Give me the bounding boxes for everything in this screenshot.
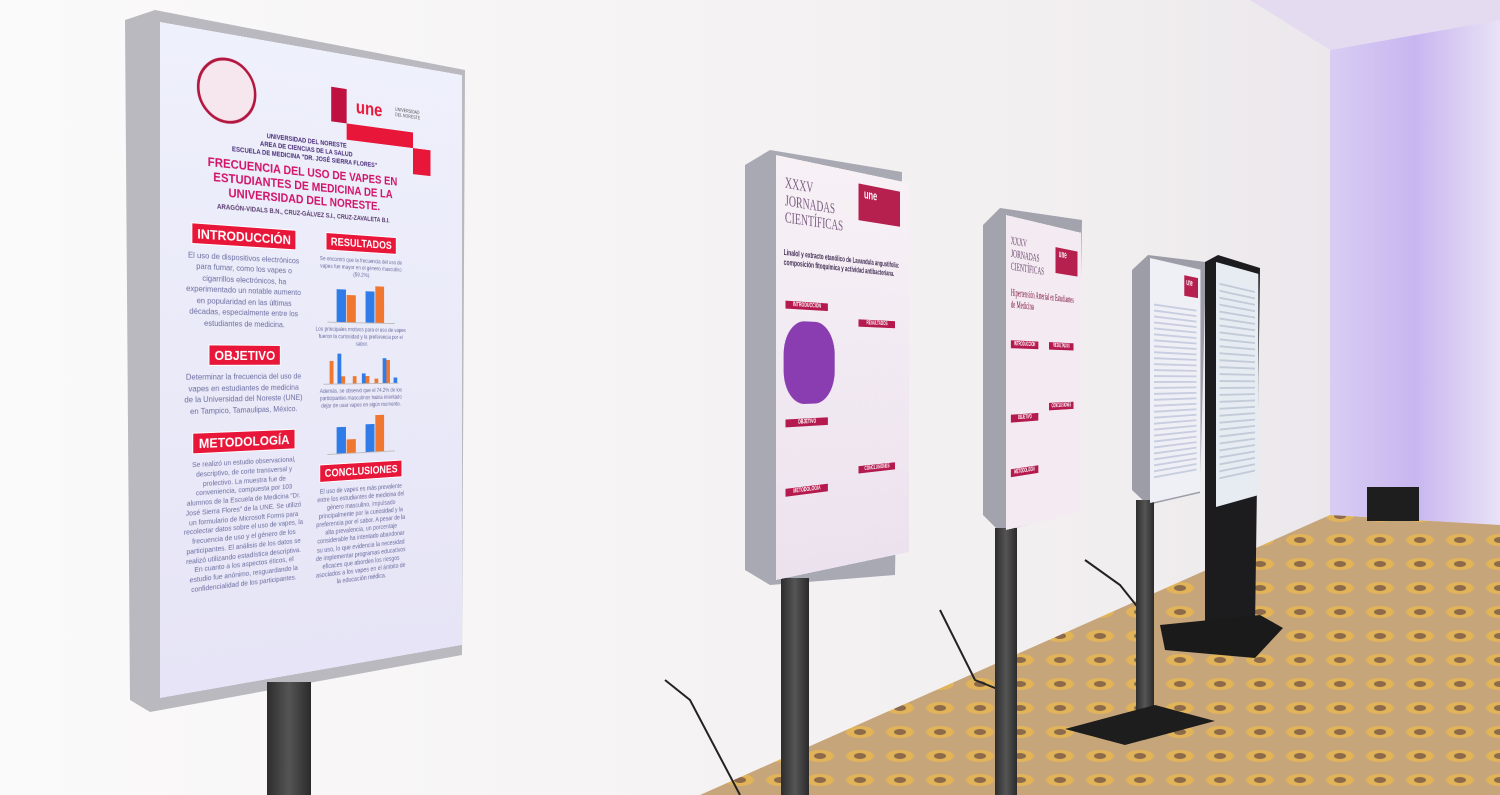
heading-conclusiones: CONCLUSIONES <box>319 459 403 483</box>
resultados-text-1: Se encontró que la frecuencia del uso de… <box>319 256 402 280</box>
objetivo-text: Determinar la frecuencia del uso de vape… <box>184 371 303 416</box>
back-room-wall <box>1330 20 1500 525</box>
une-logo-subtitle: UNIVERSIDAD DEL NORESTE <box>395 107 421 122</box>
power-cable <box>939 609 1001 691</box>
poster-screen-5 <box>1216 262 1259 507</box>
introduccion-text: El uso de dispositivos electrónicos para… <box>186 249 301 329</box>
poster-title: Hipertensión Arterial en Estudiantes de … <box>1010 287 1074 313</box>
stand-pole-1 <box>267 682 311 795</box>
heading-metodologia: METODOLOGÍA <box>192 428 296 455</box>
heading-resultados: RESULTADOS <box>858 319 896 329</box>
right-column: RESULTADOS Se encontró que la frecuencia… <box>315 226 406 589</box>
heading-metodologia: METODOLOGÍA <box>785 483 828 497</box>
stand-pole-2 <box>781 578 809 795</box>
bar-chart-quit-attempts <box>327 411 396 455</box>
left-column: INTRODUCCIÓN El uso de dispositivos elec… <box>183 216 303 596</box>
resultados-text-3: Además, se observó que el 74.2% de los p… <box>319 387 402 410</box>
une-logo: une <box>1186 277 1193 289</box>
poster-screen-2: XXXV JORNADAS CIENTÍFICAS une Linalol y … <box>776 155 909 580</box>
stand-pole-4 <box>1136 500 1154 710</box>
heading-objetivo: OBJETIVO <box>785 417 828 428</box>
illegible-text-block <box>1154 303 1197 483</box>
resultados-text-2: Los principales motivos para el uso de v… <box>315 327 406 348</box>
conclusiones-text: El uso de vapes es más prevalente entre … <box>315 483 406 586</box>
floor-speaker <box>1367 487 1419 521</box>
carpet-floor <box>700 515 1500 795</box>
heading-conclusiones: CONCLUSIONES <box>858 462 896 474</box>
pentagon-diagram <box>783 320 835 405</box>
illegible-text-block <box>1219 282 1255 482</box>
poster-screen-main: une UNIVERSIDAD DEL NORESTE UNIVERSIDAD … <box>160 22 462 698</box>
heading-conclusiones: CONCLUSIONES <box>1049 401 1074 411</box>
heading-introduccion: INTRODUCCIÓN <box>1010 340 1039 350</box>
metodologia-text: Se realizó un estudio observacional, des… <box>183 454 304 595</box>
une-logo: une <box>355 97 383 122</box>
event-title: XXXV JORNADAS CIENTÍFICAS <box>1010 233 1045 279</box>
heading-metodologia: METODOLOGÍA <box>1010 465 1039 478</box>
une-logo: une <box>1058 248 1067 262</box>
heading-introduccion: INTRODUCCIÓN <box>785 300 828 312</box>
bar-chart-motives <box>323 352 399 385</box>
bar-chart-gender <box>327 281 396 325</box>
heading-resultados: RESULTADOS <box>1049 342 1074 351</box>
heading-objetivo: OBJETIVO <box>208 344 281 367</box>
heading-objetivo: OBJETIVO <box>1010 412 1039 423</box>
poster-screen-4: une <box>1150 258 1201 503</box>
poster-screen-3: XXXV JORNADAS CIENTÍFICAS une Hipertensi… <box>1006 215 1082 530</box>
une-logo: une <box>863 186 878 204</box>
poster-title: Linalol y extracto etanólico de Lavandul… <box>783 247 900 278</box>
heading-introduccion: INTRODUCCIÓN <box>191 222 297 251</box>
poster-title: FRECUENCIA DEL USO DE VAPES EN ESTUDIANT… <box>207 154 398 214</box>
event-title: XXXV JORNADAS CIENTÍFICAS <box>784 174 844 235</box>
stand-pole-3 <box>995 528 1017 795</box>
university-seal-logo <box>196 53 257 128</box>
heading-resultados: RESULTADOS <box>325 232 397 255</box>
